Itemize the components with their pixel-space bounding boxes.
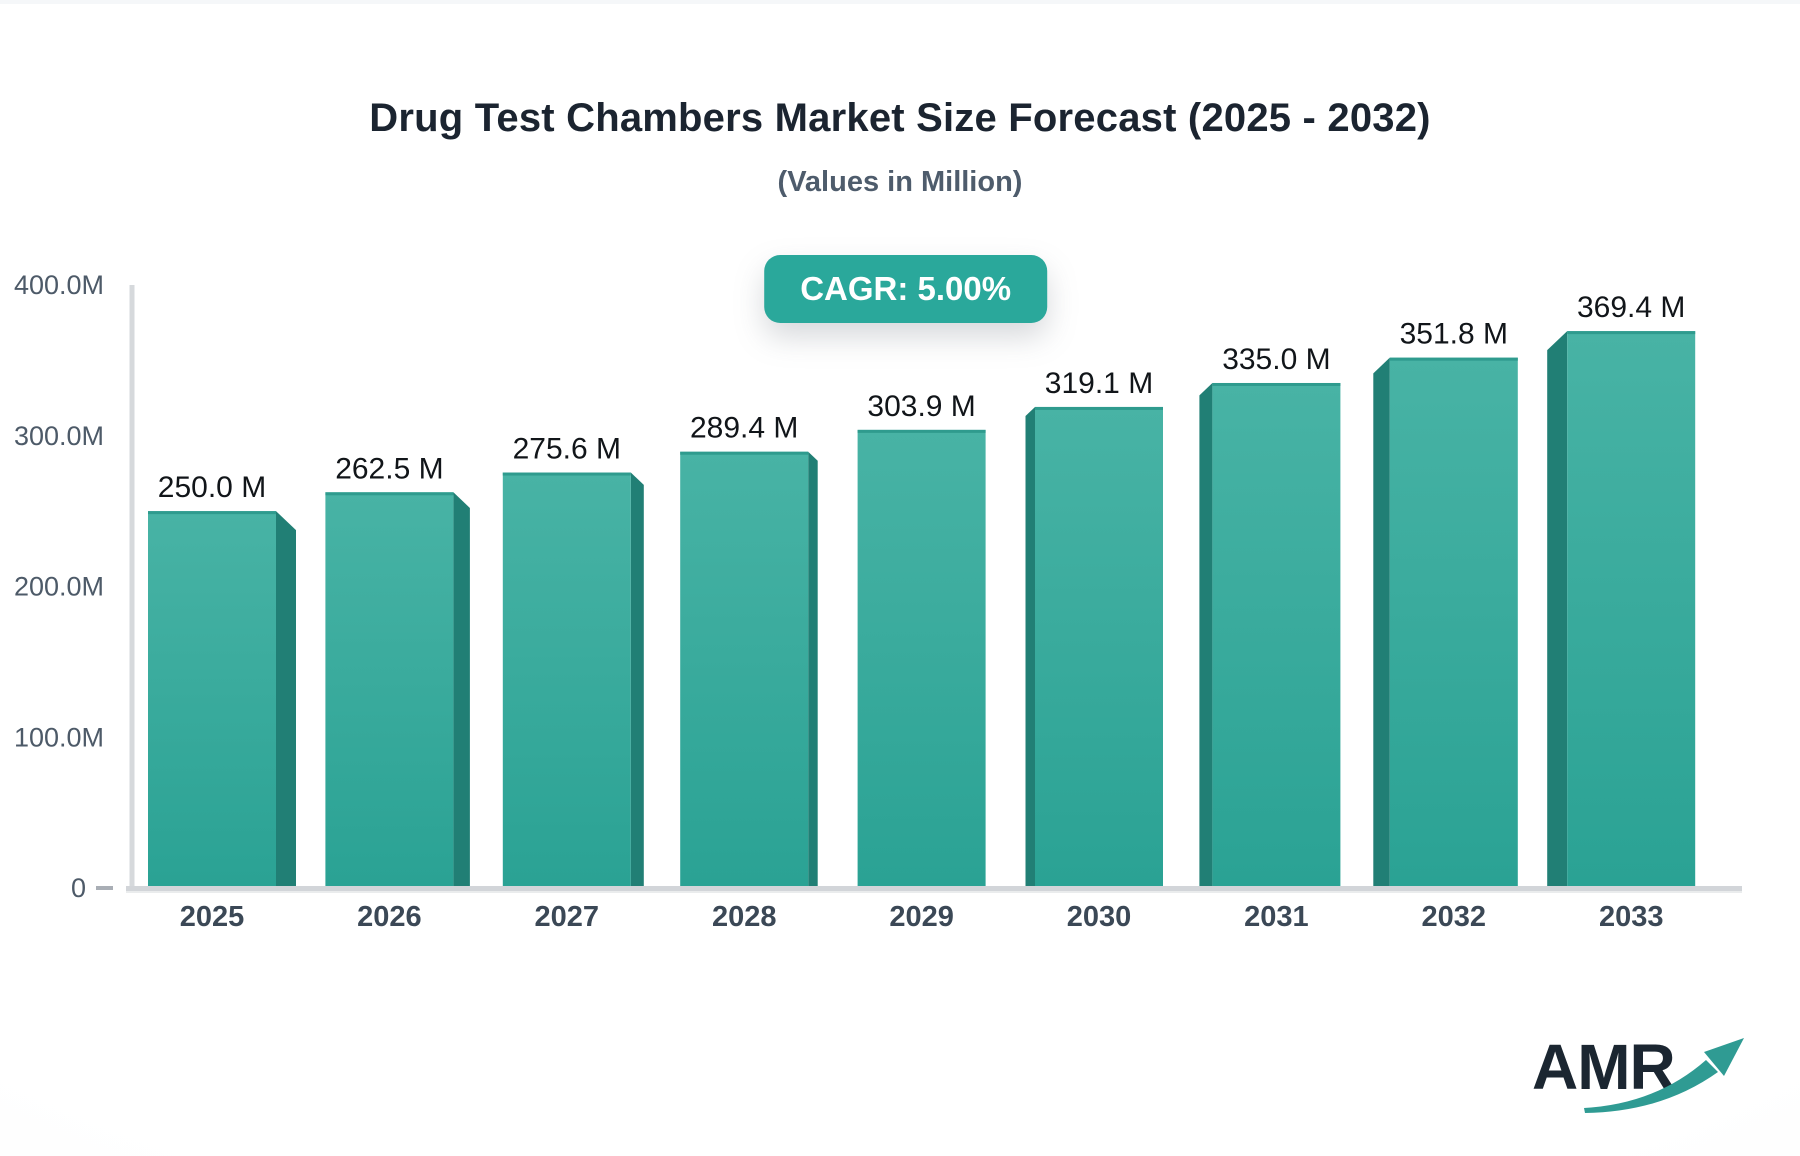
y-tick-label: 100.0M	[14, 722, 104, 752]
bar-top-edge	[857, 429, 986, 433]
bar-side-face	[630, 472, 644, 888]
amr-logo: AMR	[1532, 1022, 1752, 1117]
bar-side-face	[1025, 406, 1035, 888]
bar	[1567, 331, 1696, 888]
x-tick-label: 2031	[1244, 901, 1309, 933]
bar-side-face	[1199, 382, 1213, 888]
y-tick-label: 300.0M	[14, 421, 104, 451]
bar	[1212, 382, 1341, 888]
top-edge-divider	[0, 0, 1800, 4]
amr-logo-text: AMR	[1532, 1031, 1676, 1103]
bar-side-face	[1547, 331, 1568, 888]
x-tick-label: 2028	[712, 901, 777, 933]
bar-side-face	[453, 492, 470, 888]
x-tick-label: 2027	[535, 901, 600, 933]
bar-side-face	[808, 451, 818, 888]
bar-value-label: 250.0 M	[158, 471, 266, 504]
x-tick-label: 2026	[357, 901, 422, 933]
bar-top-edge	[1567, 331, 1696, 335]
bar	[857, 429, 986, 888]
bar-top-edge	[325, 492, 454, 496]
x-tick-label: 2033	[1599, 901, 1664, 933]
chart-subtitle: (Values in Million)	[777, 166, 1023, 198]
bar-top-edge	[148, 511, 276, 515]
bar	[1035, 406, 1163, 888]
bar-value-label: 351.8 M	[1400, 318, 1508, 351]
bar-side-face	[1373, 357, 1390, 888]
bar	[502, 472, 631, 888]
bar	[680, 451, 809, 888]
y-axis-line	[129, 285, 135, 888]
x-tick-label: 2030	[1067, 901, 1132, 933]
bar-top-edge	[502, 472, 631, 476]
bar	[148, 511, 276, 888]
chart-title: Drug Test Chambers Market Size Forecast …	[369, 96, 1431, 140]
x-tick-label: 2025	[180, 901, 245, 933]
x-tick-label: 2029	[889, 901, 954, 933]
bar-value-label: 275.6 M	[513, 433, 621, 466]
bar	[325, 492, 454, 888]
bar-value-label: 262.5 M	[335, 452, 443, 485]
bar-top-edge	[1035, 406, 1163, 410]
bar-value-label: 369.4 M	[1577, 291, 1685, 324]
bar	[1389, 357, 1518, 888]
zero-tick-dash	[96, 886, 113, 890]
bar-value-label: 335.0 M	[1222, 343, 1330, 376]
growth-arrow-icon	[1584, 1038, 1744, 1113]
bar-top-edge	[1389, 357, 1518, 361]
bar-value-label: 319.1 M	[1045, 367, 1153, 400]
bar-side-face	[276, 511, 296, 888]
y-tick-label: 400.0M	[14, 270, 104, 300]
y-tick-label: 200.0M	[14, 572, 104, 602]
x-tick-label: 2032	[1422, 901, 1487, 933]
x-axis-shadow	[126, 891, 1742, 893]
x-axis-line	[126, 886, 1742, 891]
bar-top-edge	[1212, 382, 1341, 386]
bar-value-label: 303.9 M	[867, 390, 975, 423]
cagr-badge: CAGR: 5.00%	[764, 255, 1048, 323]
bar-top-edge	[680, 451, 809, 455]
bar-value-label: 289.4 M	[690, 412, 798, 445]
y-tick-label: 0	[71, 873, 86, 903]
